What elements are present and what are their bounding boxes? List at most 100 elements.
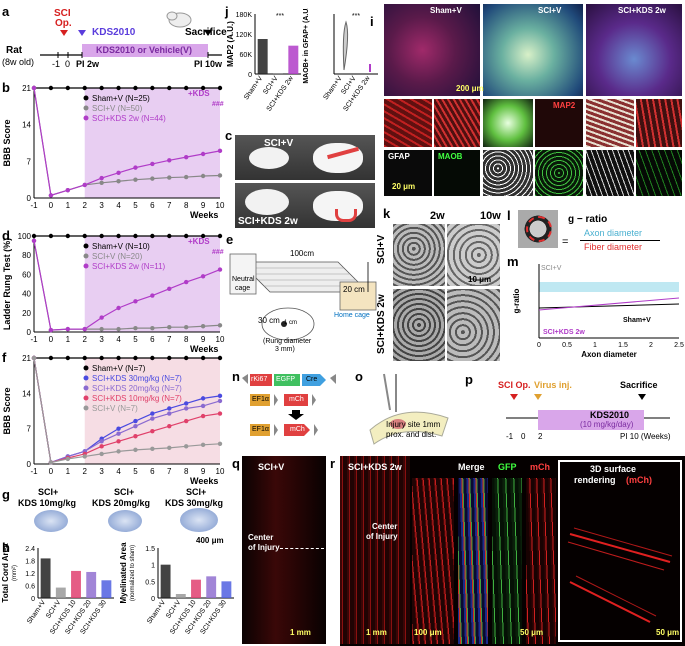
series-line (33, 357, 221, 464)
y-tick-label: 0 (27, 328, 32, 337)
panel-p-virus: Virus inj. (534, 380, 572, 390)
panel-a-sci-op: Op. (55, 18, 72, 29)
panel-e-rung: (Rung diameter (263, 338, 312, 345)
data-point (99, 355, 104, 361)
panel-r-merge (458, 478, 488, 644)
data-point (116, 170, 121, 176)
panel-r-gfp-label: GFP (498, 462, 517, 472)
data-point (99, 175, 104, 181)
data-point (133, 165, 138, 170)
panel-n-c1: rKi67 (251, 376, 268, 383)
data-point (133, 177, 138, 182)
panel-a-tick-0: 0 (65, 59, 71, 69)
data-point (116, 85, 121, 91)
data-point (183, 174, 189, 180)
x-tick-label: 9 (201, 201, 206, 210)
bar (288, 45, 299, 74)
x-tick-label: 1 (66, 335, 71, 344)
data-point (150, 293, 155, 298)
x-tick-label: 2 (83, 335, 88, 344)
x-tick-label: 10 (216, 467, 225, 476)
legend-entry: SCI+V (N=50) (92, 104, 143, 113)
x-tick-label: 5 (133, 201, 138, 210)
data-point (116, 179, 121, 184)
data-point (99, 451, 104, 457)
panel-r-center2: of Injury (366, 532, 398, 541)
data-point (65, 233, 71, 239)
panel-a-timeline (40, 11, 222, 58)
panel-m-scatter: 0 0.5 1 1.5 2 2.5 Axon diameter g-ratio SCI+V Sha… (512, 264, 684, 359)
panel-o-injection (369, 373, 449, 445)
panel-n-c7: mCh (290, 426, 305, 433)
data-point (116, 449, 121, 454)
y-axis-unit: (mm²) (12, 565, 18, 581)
panel-r-mch-label: mCh (530, 462, 550, 472)
panel-l-axon: Axon diameter (584, 228, 643, 238)
panel-r-render-title: 3D surface (590, 464, 637, 474)
data-point (183, 355, 189, 361)
legend-entry: Sham+V (N=7) (92, 364, 146, 373)
legend-marker (83, 385, 89, 391)
series-line (33, 240, 221, 331)
panel-q-title: SCI+V (258, 462, 285, 472)
x-tick-label: 10 (216, 335, 225, 344)
panel-i-zoom-sham-1 (384, 99, 432, 147)
data-point (167, 411, 172, 416)
panel-q-center2: of Injury (248, 543, 280, 552)
panel-a-rat: Rat (6, 45, 23, 56)
panel-e-len: 100cm (290, 249, 315, 258)
data-point (65, 355, 71, 361)
panel-e-height: 20 cm (343, 285, 365, 294)
panel-a-tick-m1: -1 (52, 59, 61, 69)
panel-a-letter: a (2, 4, 10, 19)
x-tick-label: 8 (184, 201, 189, 210)
significance-mark: ### (212, 249, 224, 256)
data-point (99, 180, 104, 186)
y-axis-label: BBB Score (2, 119, 12, 166)
x-tick-label: 1.5 (618, 342, 628, 349)
panel-h-letter: h (2, 540, 10, 555)
bar (191, 579, 201, 598)
label-sciv: SCI+V (541, 265, 562, 272)
legend-entry: Sham+V (N=10) (92, 242, 150, 251)
data-point (150, 411, 155, 416)
panel-q-letter: q (232, 456, 240, 471)
legend-marker (83, 375, 89, 381)
panel-n-c6: EF1α (252, 426, 269, 433)
data-point (217, 85, 223, 91)
y-tick-label: 0 (31, 596, 35, 603)
legend-entry: SCI+KDS 10mg/kg (N=7) (92, 394, 182, 403)
bar (175, 594, 186, 598)
data-point (217, 398, 223, 404)
data-point (99, 85, 104, 91)
panel-a-kds: KDS2010 (92, 27, 136, 38)
panel-k-col-10w: 10w (480, 210, 501, 222)
panel-i-scale-200: 200 μm (456, 84, 484, 93)
x-tick-label: -1 (30, 335, 38, 344)
panel-r-merge-label: Merge (458, 462, 485, 472)
data-point (133, 325, 138, 331)
y-tick-label: 21 (22, 354, 31, 363)
legend-marker (83, 115, 89, 121)
x-tick-label: 4 (116, 467, 121, 476)
data-point (99, 233, 104, 239)
data-point (200, 85, 206, 91)
x-tick-label: 6 (150, 335, 155, 344)
label-sham: Sham+V (623, 317, 651, 324)
data-point (167, 175, 172, 180)
data-point (217, 173, 223, 178)
significance-mark: ### (212, 101, 224, 108)
panel-a-tick-2w: PI 2w (76, 59, 100, 69)
panel-i-zoom-kds-1 (586, 99, 634, 147)
data-point (133, 434, 138, 439)
panel-r-zoom (412, 478, 454, 644)
data-point (48, 193, 54, 198)
panel-a-bar-label: KDS2010 or Vehicle(V) (96, 45, 193, 55)
x-tick-label: 0 (49, 335, 54, 344)
panel-n-c5: mCh (289, 396, 304, 403)
data-point (200, 396, 206, 401)
panel-i-maob-kds (636, 150, 682, 196)
treatment-shade (84, 358, 221, 464)
y-tick-label: 100 (18, 232, 32, 241)
